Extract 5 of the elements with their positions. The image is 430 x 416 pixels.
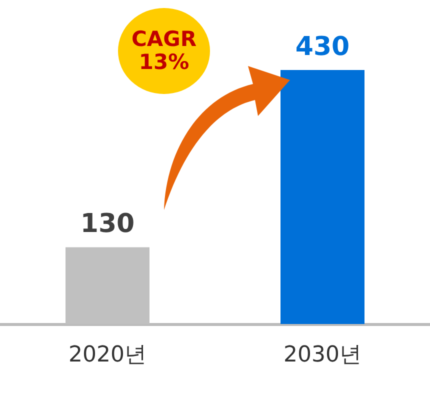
x-tick-label: 2020년: [68, 342, 146, 368]
data-label: 430: [295, 32, 350, 62]
annotation: CAGR 13%: [118, 8, 210, 94]
x-tick-label: 2030년: [284, 342, 362, 368]
data-label: 130: [80, 209, 135, 240]
